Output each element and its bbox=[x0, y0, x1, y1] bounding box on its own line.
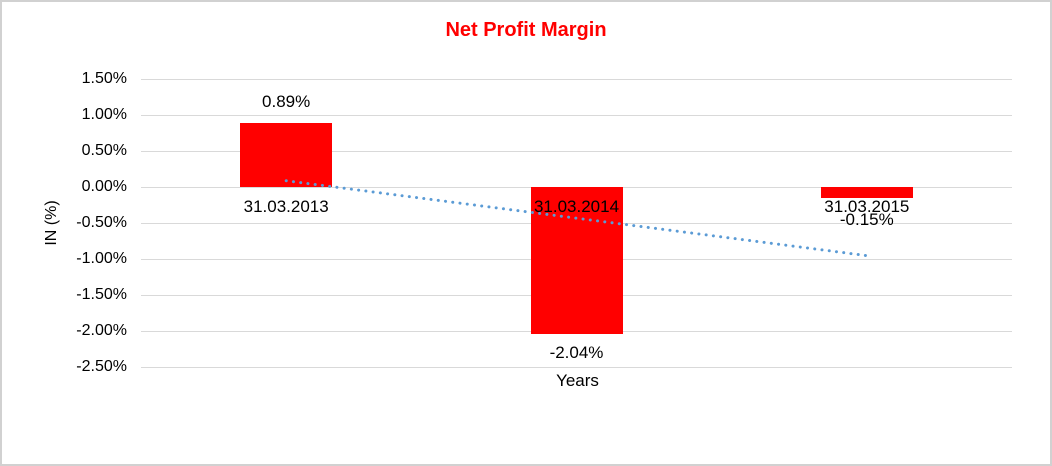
y-tick-label: -1.00% bbox=[76, 250, 127, 267]
category-label: 31.03.2014 bbox=[533, 197, 620, 216]
bar bbox=[240, 122, 333, 187]
data-label: 0.89% bbox=[262, 91, 311, 111]
y-tick-label: 1.00% bbox=[81, 106, 127, 123]
y-tick-label: -2.00% bbox=[76, 322, 127, 339]
gridline bbox=[141, 78, 1012, 80]
gridline bbox=[141, 114, 1012, 116]
y-tick-label: -2.50% bbox=[76, 358, 127, 375]
y-tick-label: 0.50% bbox=[81, 142, 127, 159]
gridline bbox=[141, 150, 1012, 152]
category-label: 31.03.2013 bbox=[243, 197, 329, 216]
data-label: -0.15% bbox=[839, 209, 894, 229]
y-tick-label: -0.50% bbox=[76, 214, 127, 231]
x-axis-title: Years bbox=[556, 371, 599, 390]
gridline bbox=[141, 366, 1012, 368]
data-label: -2.04% bbox=[549, 342, 604, 362]
y-tick-label: 1.50% bbox=[81, 70, 127, 87]
y-tick-label: -1.50% bbox=[76, 286, 127, 303]
chart-title: Net Profit Margin bbox=[445, 19, 607, 41]
bar bbox=[530, 187, 623, 334]
category-label: 31.03.2015 bbox=[824, 197, 910, 216]
bar bbox=[820, 187, 913, 198]
y-tick-label: 0.00% bbox=[81, 178, 127, 195]
